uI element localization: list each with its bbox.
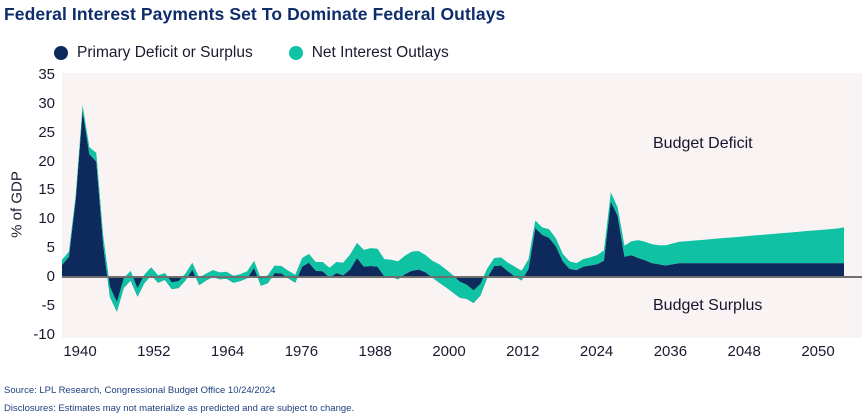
y-tick-label: 5 (46, 239, 55, 257)
y-tick-label: 20 (38, 152, 55, 170)
x-tick-label: 1976 (284, 343, 319, 360)
legend: Primary Deficit or Surplus Net Interest … (54, 44, 449, 62)
source-line: Source: LPL Research, Congressional Budg… (4, 385, 276, 396)
x-tick-label: 1964 (210, 343, 245, 360)
y-tick-label: 10 (38, 210, 55, 228)
x-tick-label: 1988 (358, 343, 392, 360)
y-tick-label: 15 (38, 181, 55, 199)
chart-title: Federal Interest Payments Set To Dominat… (4, 4, 506, 24)
x-tick-label: 2024 (579, 343, 614, 360)
disclosures-line: Disclosures: Estimates may not materiali… (4, 403, 355, 414)
legend-dot-net-interest-icon (288, 46, 303, 60)
annotation-budget-surplus: Budget Surplus (653, 297, 763, 314)
y-tick-label: 25 (38, 123, 55, 141)
x-tick-label: 1952 (137, 343, 171, 360)
legend-item-primary-deficit: Primary Deficit or Surplus (54, 44, 253, 62)
y-tick-label: -10 (33, 325, 55, 343)
net-interest-area (62, 105, 844, 312)
y-tick-label: 30 (38, 94, 55, 112)
x-tick-label: 2000 (432, 343, 466, 360)
annotation-budget-deficit: Budget Deficit (653, 135, 753, 152)
x-tick-label: 2036 (653, 343, 688, 360)
x-tick-label: 2012 (506, 343, 540, 360)
y-tick-label: 35 (38, 66, 55, 83)
y-tick-label: -5 (41, 296, 55, 314)
legend-item-net-interest: Net Interest Outlays (288, 44, 449, 62)
x-tick-label: 2048 (727, 343, 761, 360)
x-tick-label: 1940 (63, 343, 97, 360)
y-tick-label: 0 (46, 268, 55, 285)
legend-label-primary-deficit: Primary Deficit or Surplus (77, 44, 253, 61)
legend-label-net-interest: Net Interest Outlays (311, 44, 449, 61)
x-tick-label: 2050 (801, 343, 835, 360)
legend-dot-primary-icon (54, 46, 68, 60)
